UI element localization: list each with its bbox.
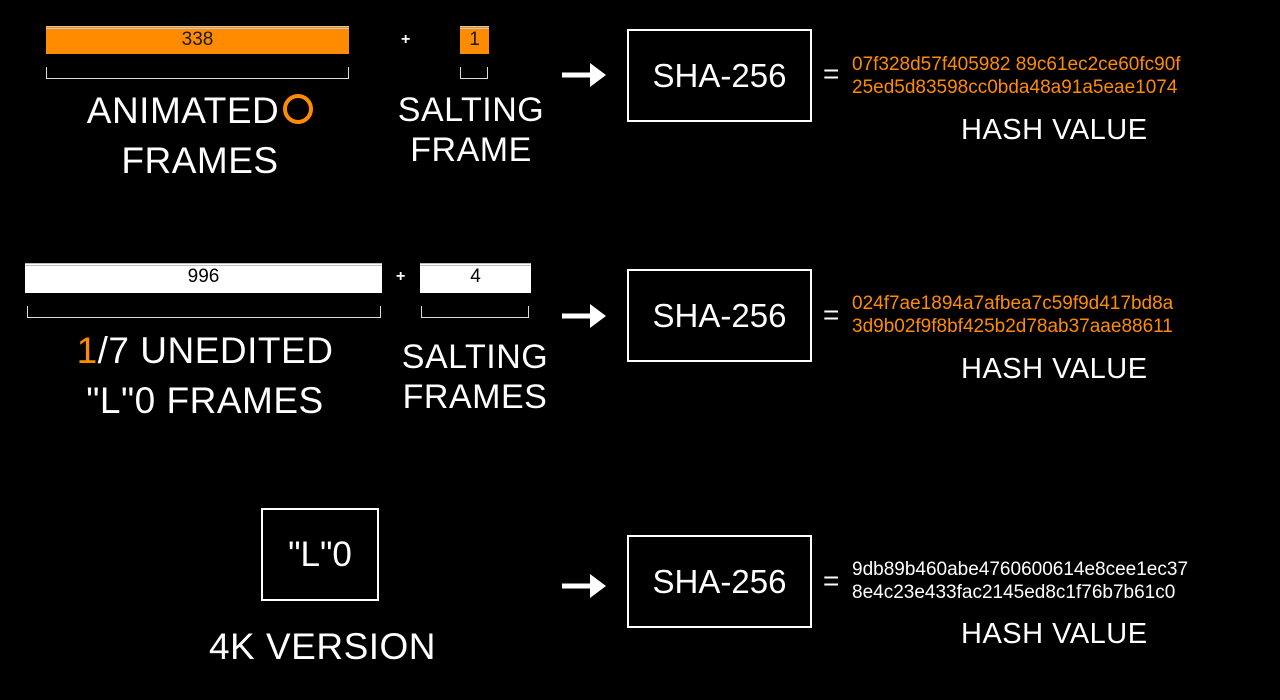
- salting-label-line2: FRAME: [410, 131, 532, 169]
- unedited-frames-count: 996: [187, 266, 220, 287]
- hash-line-2: 3d9b02f9f8bf425b2d78ab37aae88611: [852, 316, 1173, 337]
- salting-label-line1: SALTING: [397, 91, 545, 129]
- hash-value-label: HASH VALUE: [961, 114, 1148, 146]
- animated-label-line2: FRAMES: [121, 140, 279, 181]
- unedited-label-accent: 1: [76, 330, 98, 371]
- unedited-frames-bracket: [27, 306, 381, 318]
- plus-sign: +: [396, 268, 406, 285]
- salting-frame-label: SALTING FRAME: [388, 90, 554, 170]
- animated-label-line1: ANIMATED: [86, 90, 280, 131]
- salting-frame-bar: 1: [460, 26, 489, 54]
- source-4k-label: "L"0: [288, 534, 352, 574]
- algorithm-label: SHA-256: [652, 56, 787, 94]
- animated-frames-label: ANIMATED FRAMES: [50, 86, 350, 186]
- 4k-version-label: 4K VERSION: [208, 626, 437, 667]
- hash-line-1: 07f328d57f405982 89c61ec2ce60fc90f: [852, 54, 1181, 75]
- algorithm-label: SHA-256: [652, 296, 787, 334]
- hash-value-label: HASH VALUE: [961, 618, 1148, 650]
- salting-frame-count: 1: [469, 29, 480, 50]
- equals-sign: =: [823, 299, 840, 330]
- hash-value-label: HASH VALUE: [961, 353, 1148, 385]
- salting-frame-bracket: [460, 67, 488, 79]
- circle-ring-icon: [283, 94, 314, 124]
- salting-frames-count: 4: [470, 266, 481, 287]
- hash-value: 024f7ae1894a7afbea7c59f9d417bd8a 3d9b02f…: [852, 292, 1173, 338]
- salting-frames-bar: 4: [420, 263, 531, 293]
- hash-line-2: 25ed5d83598cc0bda48a91a5eae1074: [852, 77, 1178, 98]
- salting-frames-line2: FRAMES: [402, 378, 548, 416]
- hash-value: 9db89b460abe4760600614e8cee1ec37 8e4c23e…: [852, 558, 1188, 604]
- right-arrow-icon: [562, 574, 606, 598]
- right-arrow-icon: [562, 304, 606, 328]
- salting-frames-line1: SALTING: [401, 338, 549, 376]
- hash-line-1: 9db89b460abe4760600614e8cee1ec37: [852, 559, 1189, 580]
- hash-value: 07f328d57f405982 89c61ec2ce60fc90f 25ed5…: [852, 53, 1181, 99]
- unedited-label-line1: /7 UNEDITED: [97, 330, 334, 371]
- animated-frames-count: 338: [181, 29, 214, 50]
- animated-frames-bracket: [46, 67, 349, 79]
- plus-sign: +: [401, 31, 411, 48]
- algorithm-label: SHA-256: [652, 562, 787, 600]
- unedited-frames-bar: 996: [25, 263, 382, 293]
- salting-frames-bracket: [421, 306, 529, 318]
- source-4k-box: "L"0: [261, 508, 379, 601]
- unedited-label-line2: "L"0 FRAMES: [86, 380, 324, 421]
- salting-frames-label: SALTING FRAMES: [392, 337, 558, 417]
- animated-frames-bar: 338: [46, 26, 349, 54]
- right-arrow-icon: [562, 63, 606, 87]
- equals-sign: =: [823, 565, 840, 596]
- unedited-frames-label: 1/7 UNEDITED "L"0 FRAMES: [40, 326, 370, 426]
- equals-sign: =: [823, 58, 840, 89]
- sha256-box: SHA-256: [627, 29, 812, 122]
- hash-line-1: 024f7ae1894a7afbea7c59f9d417bd8a: [852, 293, 1174, 314]
- sha256-box: SHA-256: [627, 535, 812, 628]
- sha256-box: SHA-256: [627, 269, 812, 362]
- hash-line-2: 8e4c23e433fac2145ed8c1f76b7b61c0: [852, 582, 1176, 603]
